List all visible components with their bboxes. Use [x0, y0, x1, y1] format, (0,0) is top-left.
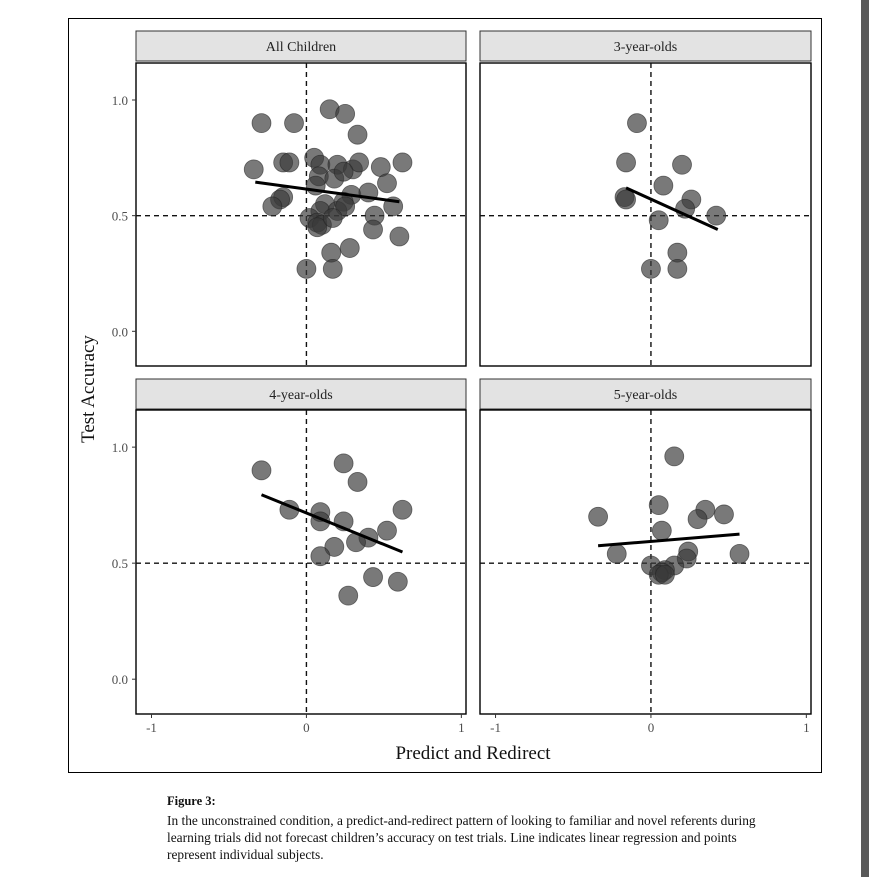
data-point	[667, 258, 688, 279]
data-point	[310, 546, 331, 567]
data-point	[389, 226, 410, 247]
panel-title: 4-year-olds	[269, 388, 332, 403]
panel-border	[135, 409, 467, 715]
x-tick-label: 1	[803, 720, 810, 735]
data-point	[251, 460, 272, 481]
data-point	[279, 152, 300, 173]
data-point	[363, 219, 383, 240]
data-point	[307, 217, 328, 238]
data-point	[377, 520, 397, 541]
data-point	[339, 238, 360, 258]
data-point	[347, 124, 368, 145]
x-axis-title: Predict and Redirect	[395, 743, 551, 764]
panel-border	[479, 62, 812, 367]
data-point	[648, 495, 669, 516]
x-tick-label: -1	[490, 720, 501, 735]
data-point	[251, 113, 272, 134]
data-point	[284, 113, 304, 134]
data-point	[333, 161, 354, 182]
data-point	[349, 152, 369, 173]
panel-strip	[135, 30, 467, 62]
panel-2: 3-year-olds	[479, 30, 812, 367]
data-point	[687, 509, 708, 529]
data-point	[616, 189, 636, 210]
panel-3: 4-year-olds 0.0 0.5 1.0 -1 0 1	[112, 378, 467, 735]
y-tick-label: 0.0	[112, 672, 128, 687]
data-point	[664, 446, 685, 467]
data-point	[363, 567, 383, 587]
y-tick-label: 0.0	[112, 324, 128, 339]
data-point	[324, 537, 345, 557]
panel-strip	[479, 30, 812, 62]
data-point	[706, 205, 727, 226]
data-point	[672, 154, 692, 175]
y-tick-label: 1.0	[112, 440, 128, 455]
data-point	[322, 258, 343, 279]
figure-frame: All Children 0.0 0.5 1.0 3-year-olds 4-year-o…	[68, 18, 822, 773]
panel-title: 5-year-olds	[614, 388, 677, 403]
data-point	[335, 196, 356, 217]
regression-line	[260, 493, 404, 554]
data-point	[387, 571, 408, 592]
data-point	[392, 152, 413, 173]
data-point	[606, 543, 627, 564]
x-tick-label: 0	[303, 720, 310, 735]
data-point	[296, 258, 317, 279]
y-axis-title: Test Accuracy	[78, 335, 99, 443]
data-point	[653, 175, 674, 196]
x-tick-label: 0	[648, 720, 655, 735]
regression-line	[597, 532, 740, 548]
data-point	[377, 173, 397, 194]
x-tick-label: -1	[146, 720, 157, 735]
y-tick-label: 1.0	[112, 93, 128, 108]
faceted-scatter-plot: All Children 0.0 0.5 1.0 3-year-olds 4-year-o…	[78, 30, 812, 764]
data-point	[333, 453, 354, 474]
data-point	[729, 543, 750, 564]
panel-strip	[479, 378, 812, 410]
data-point	[651, 520, 672, 541]
panel-title: All Children	[266, 40, 336, 55]
caption-text: In the unconstrained condition, a predic…	[167, 813, 756, 862]
regression-line	[255, 180, 400, 204]
data-point	[627, 113, 647, 134]
panel-4: 5-year-olds -1 0 1	[479, 378, 812, 735]
caption-title: Figure 3:	[167, 794, 216, 808]
regression-line	[625, 186, 719, 231]
data-point	[648, 210, 669, 231]
panel-title: 3-year-olds	[614, 40, 677, 55]
data-point	[243, 159, 264, 180]
window-edge-bar	[861, 0, 869, 877]
panel-strip	[135, 378, 467, 410]
data-point	[338, 585, 359, 606]
data-point	[262, 196, 283, 217]
data-point	[322, 208, 343, 228]
y-tick-label: 0.5	[112, 209, 128, 224]
data-point	[641, 258, 661, 279]
data-point	[392, 499, 413, 520]
x-tick-label: 1	[458, 720, 465, 735]
figure-caption: Figure 3: In the unconstrained condition…	[167, 793, 767, 863]
data-point	[616, 152, 636, 173]
panel-1: All Children 0.0 0.5 1.0	[112, 30, 467, 367]
data-point	[714, 504, 734, 525]
data-point	[335, 103, 356, 124]
data-point	[347, 472, 368, 492]
data-point	[588, 506, 609, 527]
y-tick-label: 0.5	[112, 556, 128, 571]
data-point	[655, 564, 675, 585]
